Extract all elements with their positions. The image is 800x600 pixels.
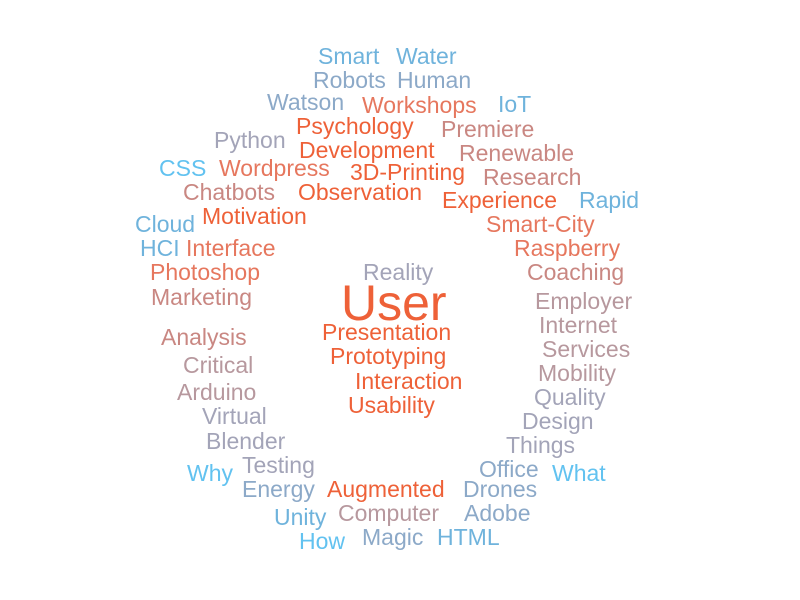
word-office: Office <box>479 456 539 482</box>
word-reality: Reality <box>363 259 434 285</box>
word-critical: Critical <box>183 352 254 378</box>
word-observation: Observation <box>298 179 423 205</box>
word-blender: Blender <box>206 428 286 454</box>
word-analysis: Analysis <box>161 324 247 350</box>
word-hci: HCI <box>140 235 180 261</box>
word-employer: Employer <box>535 288 633 314</box>
word-psychology: Psychology <box>296 113 414 139</box>
word-marketing: Marketing <box>151 284 252 310</box>
word-what: What <box>552 460 606 486</box>
word-interaction: Interaction <box>355 368 463 394</box>
word-research: Research <box>483 164 582 190</box>
word-augmented: Augmented <box>327 476 445 502</box>
word-how: How <box>299 528 346 554</box>
word-3d-printing: 3D-Printing <box>350 159 466 185</box>
word-python: Python <box>214 127 286 153</box>
word-robots: Robots <box>313 67 386 93</box>
word-services: Services <box>542 336 631 362</box>
word-coaching: Coaching <box>527 259 625 285</box>
word-energy: Energy <box>242 476 315 502</box>
word-workshops: Workshops <box>362 92 477 118</box>
word-unity: Unity <box>274 504 327 530</box>
word-photoshop: Photoshop <box>150 259 260 285</box>
word-testing: Testing <box>242 452 315 478</box>
word-water: Water <box>396 43 457 69</box>
word-smart: Smart <box>318 43 380 69</box>
word-arduino: Arduino <box>177 379 257 405</box>
word-things: Things <box>506 432 576 458</box>
word-development: Development <box>299 137 435 163</box>
word-smart-city: Smart-City <box>486 211 595 237</box>
word-internet: Internet <box>539 312 617 338</box>
word-human: Human <box>397 67 472 93</box>
word-css: CSS <box>159 155 207 181</box>
word-html: HTML <box>437 524 500 550</box>
word-adobe: Adobe <box>464 500 531 526</box>
word-prototyping: Prototyping <box>330 343 447 369</box>
word-mobility: Mobility <box>538 360 616 386</box>
word-computer: Computer <box>338 500 439 526</box>
word-drones: Drones <box>463 476 538 502</box>
word-raspberry: Raspberry <box>514 235 621 261</box>
word-virtual: Virtual <box>202 403 267 429</box>
word-design: Design <box>522 408 594 434</box>
word-chatbots: Chatbots <box>183 179 276 205</box>
word-iot: IoT <box>498 91 532 117</box>
word-why: Why <box>187 460 233 486</box>
word-presentation: Presentation <box>322 319 452 345</box>
word-renewable: Renewable <box>459 140 575 166</box>
word-premiere: Premiere <box>441 116 535 142</box>
word-cloud: Cloud <box>135 211 196 237</box>
word-rapid: Rapid <box>579 187 640 213</box>
word-usability: Usability <box>348 392 435 418</box>
word-experience: Experience <box>442 187 558 213</box>
word-user: User <box>341 275 447 331</box>
word-watson: Watson <box>267 89 345 115</box>
word-magic: Magic <box>362 524 424 550</box>
word-wordpress: Wordpress <box>219 155 330 181</box>
word-motivation: Motivation <box>202 203 307 229</box>
word-quality: Quality <box>534 384 606 410</box>
word-interface: Interface <box>186 235 276 261</box>
